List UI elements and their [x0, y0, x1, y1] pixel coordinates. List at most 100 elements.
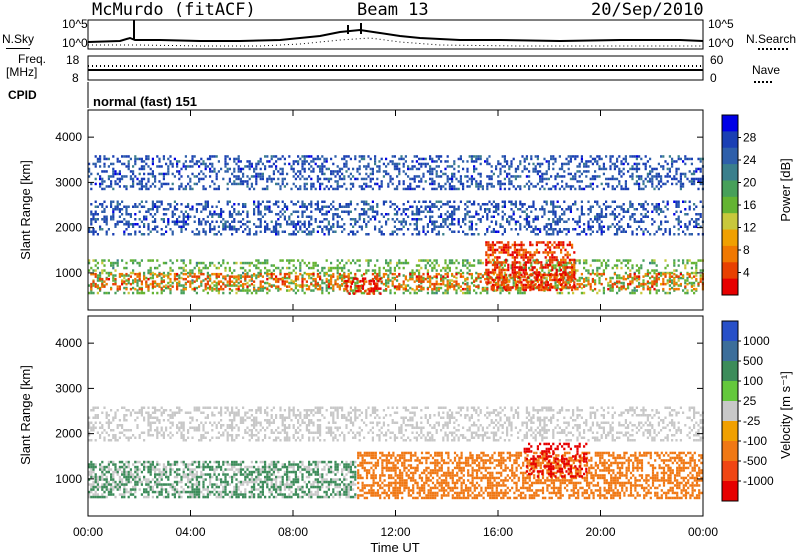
power-cell	[259, 261, 262, 265]
power-cell	[545, 276, 548, 280]
power-cell	[431, 266, 434, 270]
power-cell	[145, 157, 148, 161]
power-cell	[448, 223, 451, 226]
power-cell	[92, 259, 95, 262]
power-cell	[398, 180, 401, 183]
power-cell	[466, 281, 469, 285]
power-cell	[616, 228, 619, 231]
power-cell	[514, 282, 517, 286]
power-cell	[204, 285, 207, 288]
power-cell	[642, 220, 645, 223]
freq-tick-bottom: 8	[72, 71, 79, 85]
power-cell	[494, 248, 497, 252]
power-cell	[103, 210, 106, 213]
power-cell	[531, 243, 534, 247]
power-cell	[96, 157, 99, 161]
power-cell	[310, 289, 313, 292]
power-cell	[92, 291, 95, 295]
power-cell	[145, 210, 148, 213]
power-cell	[444, 220, 447, 223]
power-cell	[568, 258, 571, 262]
power-cell	[640, 228, 643, 231]
power-cell	[94, 282, 97, 286]
power-cell	[233, 167, 236, 171]
power-cell	[202, 160, 205, 163]
power-cell	[657, 272, 660, 276]
power-cell	[356, 177, 359, 181]
power-cell	[259, 269, 262, 272]
power-cell	[180, 289, 183, 292]
power-cell	[495, 167, 498, 171]
power-cell	[160, 165, 163, 168]
power-cell	[429, 155, 432, 158]
power-cell	[554, 266, 557, 270]
power-cell	[277, 218, 280, 221]
power-cell	[420, 277, 423, 281]
power-cell	[213, 225, 216, 228]
power-cell	[505, 276, 508, 279]
power-cell	[662, 210, 665, 213]
power-cell	[497, 160, 500, 163]
power-cell	[555, 256, 558, 259]
power-cell	[138, 182, 141, 186]
power-cell	[677, 205, 680, 208]
power-cell	[475, 223, 478, 226]
power-cell	[290, 165, 293, 168]
power-cell	[220, 167, 223, 171]
power-cell	[693, 208, 696, 211]
power-cell	[316, 275, 319, 278]
power-cell	[418, 218, 421, 221]
power-cell	[437, 157, 440, 161]
power-cell	[497, 182, 500, 186]
power-cell	[374, 215, 377, 218]
power-cell	[283, 157, 286, 161]
power-cell	[363, 291, 366, 295]
power-cell	[310, 233, 313, 236]
power-cell	[587, 225, 590, 228]
power-cell	[297, 277, 300, 281]
power-cell	[259, 157, 262, 161]
power-cell	[368, 289, 371, 293]
power-cell	[387, 162, 390, 166]
power-cell	[371, 187, 374, 191]
power-cell	[620, 276, 623, 280]
power-cell	[371, 272, 374, 276]
power-cell	[644, 274, 647, 277]
power-cell	[354, 233, 357, 236]
power-cell	[156, 225, 159, 228]
power-cell	[261, 177, 264, 181]
power-cell	[123, 205, 126, 208]
power-cell	[642, 282, 645, 286]
power-cell	[158, 205, 161, 208]
power-cell	[321, 165, 324, 168]
power-cell	[140, 182, 143, 186]
power-cell	[602, 272, 605, 276]
power-cell	[546, 243, 549, 247]
power-cell	[600, 230, 603, 233]
power-cell	[519, 187, 522, 191]
power-cell	[344, 279, 347, 283]
power-cell	[162, 175, 165, 178]
power-cell	[371, 269, 374, 272]
power-cell	[257, 218, 260, 221]
power-cell	[543, 157, 546, 161]
power-cell	[553, 241, 556, 244]
power-cell	[444, 172, 447, 176]
power-cell	[453, 275, 456, 278]
power-cell	[525, 218, 528, 221]
power-cell	[503, 228, 506, 231]
power-cell	[501, 233, 504, 236]
power-cell	[149, 230, 152, 233]
power-cell	[367, 269, 370, 272]
power-cell	[250, 282, 253, 286]
power-cell	[145, 215, 148, 218]
power-cell	[224, 155, 227, 158]
power-cell	[668, 233, 671, 236]
power-cell	[466, 200, 469, 203]
power-cell	[591, 269, 594, 272]
power-cell	[473, 200, 476, 203]
power-cell	[101, 205, 104, 208]
power-cell	[598, 281, 601, 285]
power-cell	[629, 225, 632, 228]
power-cell	[114, 291, 117, 295]
